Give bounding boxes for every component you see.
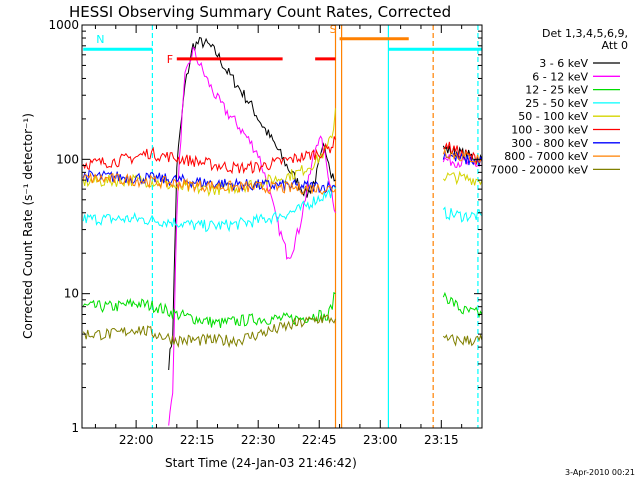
series-line-12-25-kev [442,291,483,319]
legend-label: 50 - 100 keV [518,110,588,123]
legend-label: 300 - 800 keV [511,137,588,150]
legend-label: 800 - 7000 keV [504,150,588,163]
y-tick-label: 1 [71,421,79,435]
legend-label: 25 - 50 keV [525,97,588,110]
series-line-800-7000-kev [442,147,483,164]
legend-label: 100 - 300 keV [511,124,588,137]
x-tick-label: 22:30 [241,433,276,447]
x-tick-label: 23:00 [363,433,398,447]
plot-layer: F N S [82,23,483,428]
legend-label: 6 - 12 keV [532,70,588,83]
x-tick-label: 22:00 [119,433,154,447]
series-line-300-800-kev [82,169,336,194]
legend-label: 7000 - 20000 keV [490,163,588,176]
footer-date: 3-Apr-2010 00:21 [565,468,635,477]
series-line-7000-20000-kev [82,314,336,349]
x-tick-label: 22:45 [302,433,337,447]
flag-label-s: S [330,23,337,36]
series-line-50-100-kev [442,170,483,186]
chart-title: HESSI Observing Summary Count Rates, Cor… [69,3,451,21]
series-line-3-6-kev [168,36,336,371]
series-line-800-7000-kev [82,172,336,195]
legend-header: Det 1,3,4,5,6,9, [542,27,628,40]
y-axis-label: Corrected Count Rate (s⁻¹ detector⁻¹) [21,113,35,339]
y-tick-label: 1000 [48,18,79,32]
axes-layer: 22:00 22:15 22:30 22:45 23:00 23:15 1 10 100 1000 [48,18,483,447]
legend-header: Att 0 [602,39,628,52]
series-line-6-12-kev [168,46,336,426]
series-line-12-25-kev [82,291,336,328]
series-line-25-50-kev [82,184,336,233]
y-tick-label: 100 [56,152,79,166]
flag-label-f: F [167,53,173,66]
y-tick-label: 10 [64,287,79,301]
plot-frame [81,24,483,429]
x-axis-label: Start Time (24-Jan-03 21:46:42) [165,456,357,470]
series-line-100-300-kev [82,136,336,175]
series-line-7000-20000-kev [442,333,483,347]
legend-label: 12 - 25 keV [525,84,588,97]
x-tick-label: 22:15 [180,433,215,447]
legend-label: 3 - 6 keV [539,57,588,70]
x-tick-label: 23:15 [424,433,459,447]
series-line-25-50-kev [442,206,483,223]
flag-label-n: N [96,33,104,46]
